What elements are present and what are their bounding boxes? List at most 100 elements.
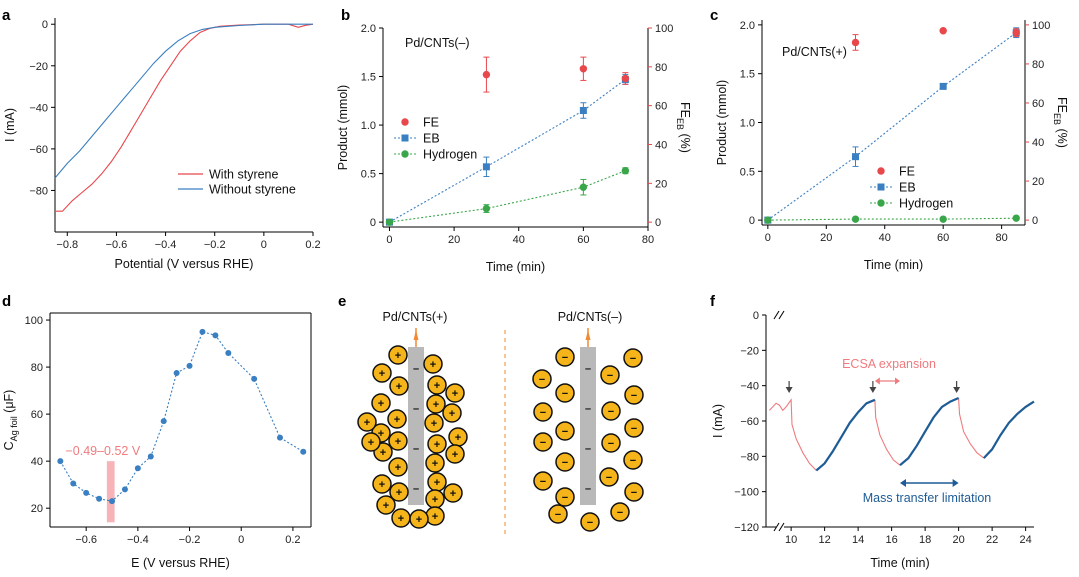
ion-particle bbox=[427, 375, 447, 395]
ion-sign: + bbox=[449, 408, 455, 420]
data-point bbox=[121, 486, 128, 493]
panel-c: c 0 20 40 60 80 0 0.5 1.0 1.5 2.0 0 20 40 60 80 100 Time … bbox=[710, 7, 1069, 272]
data-point bbox=[482, 163, 490, 171]
panel-label-a: a bbox=[2, 7, 11, 24]
panel-label-c: c bbox=[710, 7, 718, 24]
y-tick-label: −60 bbox=[29, 144, 48, 156]
x-tick-label: 0 bbox=[238, 534, 244, 546]
x-tick-label: 22 bbox=[986, 534, 998, 546]
y-tick-label: 20 bbox=[31, 503, 43, 515]
ion-particle bbox=[533, 471, 553, 491]
legend-marker bbox=[401, 118, 409, 126]
y-tick-label: 0.5 bbox=[361, 169, 376, 181]
ion-sign: − bbox=[540, 476, 546, 488]
data-point bbox=[852, 153, 860, 161]
data-point bbox=[300, 448, 307, 455]
ion-particle bbox=[601, 401, 621, 421]
panel-annotation: Pd/CNTs(–) bbox=[405, 36, 470, 50]
ion-sign: − bbox=[555, 509, 561, 521]
y-tick-label: −100 bbox=[734, 487, 759, 499]
ion-particle bbox=[555, 421, 575, 441]
panel-label-d: d bbox=[2, 293, 11, 310]
y-tick-label: 20 bbox=[655, 178, 667, 190]
y2-axis-label: FEEB (%) bbox=[675, 102, 692, 153]
y-tick-label: 1.0 bbox=[361, 120, 376, 132]
y-axis-label: CAg foil (μF) bbox=[2, 390, 19, 451]
series-line bbox=[815, 398, 876, 472]
legend-entry: With styrene bbox=[209, 168, 279, 182]
ion-particle bbox=[388, 345, 408, 365]
rod-charge: – bbox=[585, 443, 591, 455]
electrode-rod bbox=[580, 347, 596, 505]
y-tick-label: 40 bbox=[655, 139, 667, 151]
mass-arrow-head bbox=[952, 479, 959, 487]
legend-entry: FE bbox=[899, 165, 915, 179]
series-line bbox=[768, 398, 817, 471]
panel-a: a −0.8 −0.6 −0.4 −0.2 0 0.2 0 −20 −40 −60 −80 Potent… bbox=[2, 7, 321, 271]
down-arrow-icon bbox=[953, 387, 961, 394]
ion-particle bbox=[389, 482, 409, 502]
ion-particle bbox=[548, 504, 568, 524]
ion-sign: − bbox=[562, 492, 568, 504]
y-axis-label: I (mA) bbox=[3, 108, 17, 142]
y-tick-label: −60 bbox=[740, 416, 759, 428]
panel-e: ePd/CNTs(+) Pd/CNTs(–)––––+++++++++++++++… bbox=[338, 293, 644, 535]
ion-particle bbox=[389, 376, 409, 396]
x-tick-label: −0.6 bbox=[106, 239, 128, 251]
ion-particle bbox=[361, 432, 381, 452]
ion-sign: − bbox=[631, 487, 637, 499]
data-point bbox=[83, 489, 90, 496]
ion-sign: + bbox=[450, 488, 456, 500]
x-tick-label: −0.6 bbox=[75, 534, 97, 546]
data-point bbox=[939, 82, 947, 90]
y-tick-label: 1.0 bbox=[740, 118, 755, 130]
data-point bbox=[939, 215, 947, 223]
ion-particle bbox=[555, 487, 575, 507]
x-tick-label: 14 bbox=[852, 534, 864, 546]
x-tick-label: 20 bbox=[820, 232, 832, 244]
x-tick-label: −0.4 bbox=[127, 534, 149, 546]
ion-sign: + bbox=[434, 439, 440, 451]
data-point bbox=[385, 218, 394, 226]
data-point bbox=[579, 107, 587, 115]
y-tick-label: 0 bbox=[1032, 215, 1038, 227]
x-tick-label: 80 bbox=[642, 234, 654, 246]
legend-entry: Hydrogen bbox=[423, 148, 477, 162]
ion-sign: + bbox=[432, 458, 438, 470]
axis-break-mark bbox=[773, 522, 780, 532]
left-electrode-label: Pd/CNTs(+) bbox=[383, 310, 448, 324]
legend-marker bbox=[401, 150, 409, 158]
ion-particle bbox=[388, 457, 408, 477]
y-tick-label: 100 bbox=[1032, 20, 1050, 32]
y-tick-label: 1.5 bbox=[740, 69, 755, 81]
rod-charge: – bbox=[585, 363, 591, 375]
series-line bbox=[767, 217, 1017, 221]
legend-entry: Hydrogen bbox=[899, 197, 953, 211]
x-tick-label: −0.2 bbox=[204, 239, 226, 251]
ion-sign: + bbox=[416, 514, 422, 526]
y-tick-label: 80 bbox=[655, 62, 667, 74]
legend-entry: Without styrene bbox=[209, 183, 296, 197]
ion-sign: + bbox=[432, 511, 438, 523]
data-point bbox=[212, 332, 219, 339]
data-point bbox=[764, 216, 772, 224]
ion-sign: + bbox=[378, 428, 384, 440]
legend-marker bbox=[877, 183, 885, 191]
y-tick-label: 0 bbox=[753, 310, 759, 322]
ion-sign: + bbox=[434, 380, 440, 392]
ecsa-arrow-head bbox=[874, 377, 880, 385]
series-line bbox=[982, 400, 1035, 459]
y-tick-label: 0 bbox=[749, 215, 755, 227]
y-tick-label: 40 bbox=[1032, 137, 1044, 149]
ion-sign: + bbox=[452, 388, 458, 400]
series-line bbox=[899, 396, 960, 467]
ion-particle bbox=[624, 385, 644, 405]
legend-marker bbox=[877, 167, 885, 175]
y-tick-label: 40 bbox=[31, 456, 43, 468]
ion-sign: − bbox=[617, 507, 623, 519]
panel-b: b0 20 40 60 8000.51.01.52.0020406080100Time … bbox=[336, 7, 692, 274]
ion-particle bbox=[533, 432, 553, 452]
spark-icon bbox=[413, 330, 419, 340]
legend-marker bbox=[401, 134, 409, 142]
